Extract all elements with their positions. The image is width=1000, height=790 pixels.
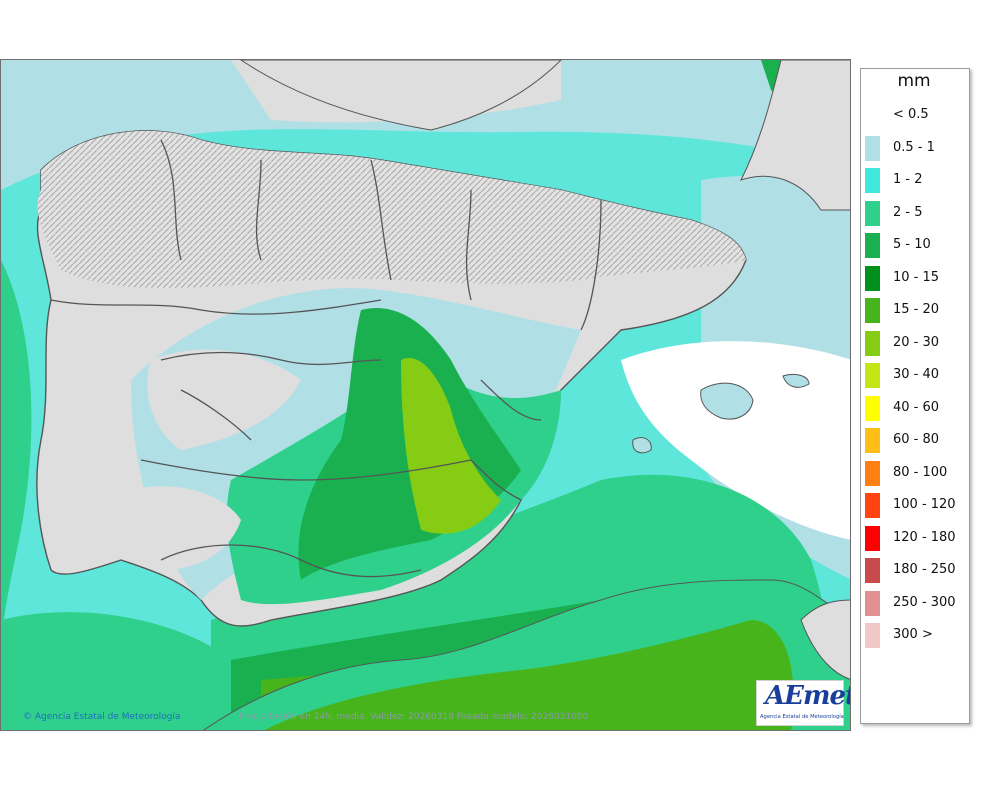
- legend-label: 5 - 10: [893, 237, 931, 252]
- legend-swatch: [865, 525, 880, 551]
- logo-mark: AEmet: [765, 681, 851, 711]
- legend-row: 60 - 80: [865, 428, 965, 456]
- mallorca: [700, 382, 754, 420]
- corsica-sardinia: [740, 60, 850, 211]
- menorca: [782, 373, 810, 388]
- france-coast: [240, 60, 562, 131]
- legend-swatch: [865, 298, 880, 323]
- legend-label: < 0.5: [893, 107, 929, 122]
- ibiza: [632, 437, 652, 454]
- northern-relief: [37, 130, 747, 289]
- legend-row: 10 - 15: [865, 265, 965, 294]
- legend-swatch: [865, 395, 880, 421]
- legend-swatch: [865, 200, 880, 226]
- admin-borders: [50, 139, 602, 578]
- legend-swatch: [865, 168, 880, 193]
- legend-row: 2 - 5: [865, 200, 965, 229]
- legend-swatch: [865, 265, 880, 291]
- legend-swatch: [865, 493, 880, 518]
- map-canvas: [1, 60, 850, 730]
- credit-text: © Agencia Estatal de Meteorología: [23, 712, 181, 722]
- precipitation-map: © Agencia Estatal de Meteorología Precip…: [0, 59, 851, 731]
- legend-row: 30 - 40: [865, 363, 965, 391]
- legend-swatch: [865, 233, 880, 258]
- legend-row: 0.5 - 1: [865, 135, 965, 164]
- validity-text: Precipitación en 24h. media. Validez: 20…: [239, 712, 589, 722]
- legend-label: 40 - 60: [893, 399, 940, 415]
- legend-label: 250 - 300: [893, 594, 956, 610]
- legend-label: 10 - 15: [893, 269, 940, 285]
- legend-label: 180 - 250: [893, 562, 956, 577]
- legend-row: 80 - 100: [865, 460, 965, 489]
- legend-label: 100 - 120: [893, 497, 956, 512]
- legend-label: 1 - 2: [893, 172, 923, 187]
- legend-row: 5 - 10: [865, 233, 965, 261]
- legend-swatch: [865, 558, 880, 583]
- legend-row: 180 - 250: [865, 558, 965, 586]
- legend-swatch: [865, 330, 880, 356]
- legend-row: 250 - 300: [865, 590, 965, 619]
- legend-unit: mm: [897, 71, 931, 91]
- legend-label: 80 - 100: [893, 464, 948, 480]
- legend-label: 20 - 30: [893, 334, 940, 350]
- legend-swatch: [865, 460, 880, 486]
- east-sea-clear: [621, 341, 850, 540]
- legend-row: 40 - 60: [865, 395, 965, 424]
- central-dry: [147, 349, 301, 450]
- legend-label: 0.5 - 1: [893, 139, 935, 155]
- legend-row: < 0.5: [865, 103, 965, 131]
- legend-row: 100 - 120: [865, 493, 965, 521]
- legend-swatch: [865, 590, 880, 616]
- legend-label: 30 - 40: [893, 367, 940, 382]
- legend-row: 20 - 30: [865, 330, 965, 359]
- logo-subtitle: Agencia Estatal de Meteorología: [760, 714, 844, 720]
- sardinia-east: [800, 599, 850, 680]
- africa-rain: [264, 620, 794, 730]
- legend-row: 15 - 20: [865, 298, 965, 326]
- legend-row: 300 >: [865, 623, 965, 651]
- legend-swatch: [865, 103, 880, 128]
- aemet-logo: AEmet Agencia Estatal de Meteorología: [756, 680, 850, 726]
- southwest-green: [1, 612, 242, 730]
- legend-row: 1 - 2: [865, 168, 965, 196]
- legend-swatch: [865, 363, 880, 388]
- west-green-band: [1, 260, 32, 660]
- legend-swatch: [865, 428, 880, 453]
- credit-label: Agencia Estatal de Meteorología: [34, 712, 181, 722]
- precipitation-legend: mm < 0.5 0.5 - 1 1 - 2 2 - 5 5 - 10 10 - 15 15…: [860, 68, 970, 724]
- levante-peak: [401, 358, 501, 534]
- legend-label: 300 >: [893, 627, 933, 642]
- legend-label: 15 - 20: [893, 302, 940, 317]
- legend-label: 60 - 80: [893, 432, 940, 447]
- legend-label: 120 - 180: [893, 529, 956, 545]
- southwest-dry: [130, 486, 241, 570]
- legend-label: 2 - 5: [893, 204, 923, 220]
- legend-row: 120 - 180: [865, 525, 965, 554]
- legend-swatch: [865, 623, 880, 648]
- legend-swatch: [865, 135, 880, 161]
